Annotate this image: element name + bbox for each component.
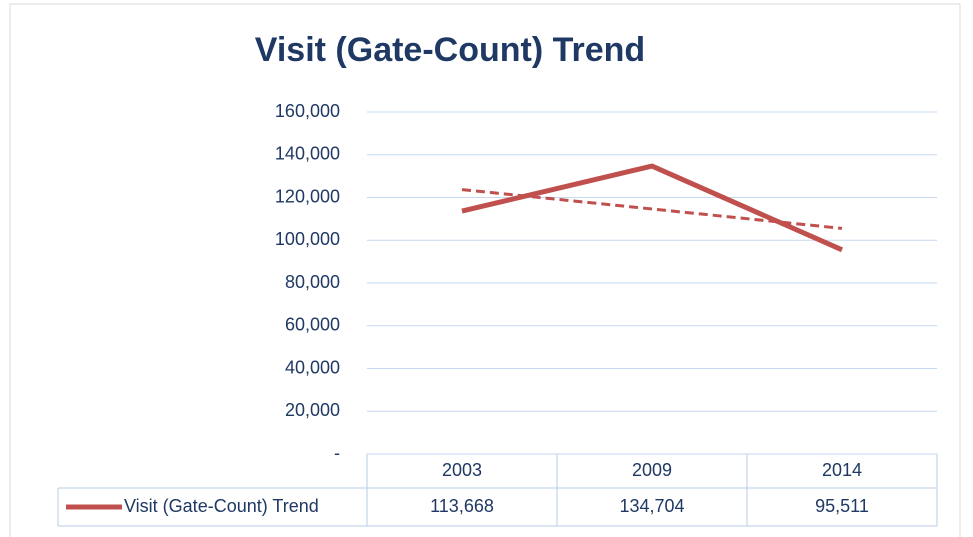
y-tick-label: 160,000 <box>275 101 340 121</box>
line-series <box>461 163 844 253</box>
chart-title: Visit (Gate-Count) Trend <box>255 31 645 69</box>
x-tick-label: 2003 <box>442 460 482 480</box>
table-value: 95,511 <box>815 496 869 516</box>
y-tick-label: 140,000 <box>275 144 340 164</box>
y-tick-label: 20,000 <box>285 400 340 420</box>
y-tick-label: 40,000 <box>285 357 340 377</box>
y-tick-label: 60,000 <box>285 315 340 335</box>
y-tick-label: 100,000 <box>275 229 340 249</box>
y-tick-label: 80,000 <box>285 272 340 292</box>
chart-frame <box>9 3 961 537</box>
table-value: 113,668 <box>430 496 494 516</box>
table-value: 134,704 <box>619 496 684 516</box>
y-tick-label: - <box>334 443 340 463</box>
x-tick-label: 2009 <box>632 460 672 480</box>
x-tick-label: 2014 <box>822 460 862 480</box>
legend-label: Visit (Gate-Count) Trend <box>124 496 319 516</box>
y-tick-label: 120,000 <box>275 186 340 206</box>
